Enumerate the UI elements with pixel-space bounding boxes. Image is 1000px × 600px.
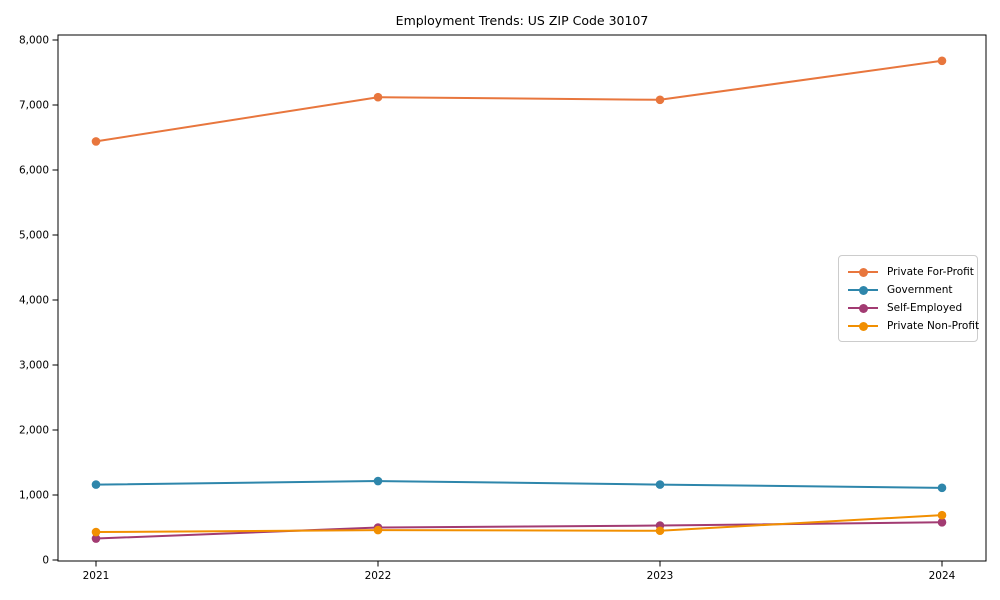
- legend-marker-icon: [848, 267, 878, 277]
- x-tick-label: 2021: [83, 570, 110, 582]
- legend-label: Self-Employed: [887, 302, 963, 314]
- legend-label: Private For-Profit: [887, 266, 974, 278]
- y-tick-label: 7,000: [19, 100, 49, 112]
- y-tick-label: 8,000: [19, 35, 49, 47]
- x-tick-label: 2024: [929, 570, 956, 582]
- y-tick-label: 0: [42, 555, 49, 567]
- legend: Private For-Profit Government Self-Employe…: [838, 255, 979, 342]
- legend-marker-icon: [848, 285, 878, 295]
- x-tick-label: 2023: [647, 570, 674, 582]
- data-point-marker: [373, 92, 383, 102]
- legend-marker-icon: [848, 303, 878, 313]
- y-tick-label: 1,000: [19, 490, 49, 502]
- series-line: [95, 514, 943, 534]
- data-point-marker: [937, 510, 947, 520]
- x-tick-label: 2022: [365, 570, 392, 582]
- data-point-marker: [937, 56, 947, 66]
- legend-item: Private Non-Profit: [848, 317, 979, 335]
- data-point-marker: [655, 480, 665, 489]
- data-point-marker: [91, 527, 101, 537]
- chart-title: Employment Trends: US ZIP Code 30107: [395, 13, 649, 28]
- data-point-marker: [91, 137, 101, 146]
- data-point-marker: [655, 95, 665, 105]
- data-point-marker: [655, 526, 665, 536]
- y-tick-label: 6,000: [19, 165, 49, 177]
- legend-marker-icon: [848, 321, 878, 331]
- y-tick-label: 4,000: [19, 295, 49, 307]
- series-line: [95, 480, 943, 489]
- data-point-marker: [937, 483, 947, 493]
- data-point-marker: [373, 525, 383, 535]
- data-point-marker: [91, 534, 101, 543]
- axes-box: [57, 34, 987, 562]
- legend-label: Private Non-Profit: [887, 320, 980, 332]
- data-point-marker: [937, 518, 947, 527]
- y-tick-label: 2,000: [19, 425, 49, 437]
- legend-item: Private For-Profit: [848, 263, 974, 281]
- y-tick-label: 3,000: [19, 360, 49, 372]
- y-tick-label: 5,000: [19, 230, 49, 242]
- data-point-marker: [91, 480, 101, 489]
- legend-item: Government: [848, 281, 968, 299]
- series-line: [95, 59, 943, 143]
- legend-item: Self-Employed: [848, 299, 968, 317]
- data-point-marker: [373, 476, 383, 486]
- legend-label: Government: [887, 284, 953, 296]
